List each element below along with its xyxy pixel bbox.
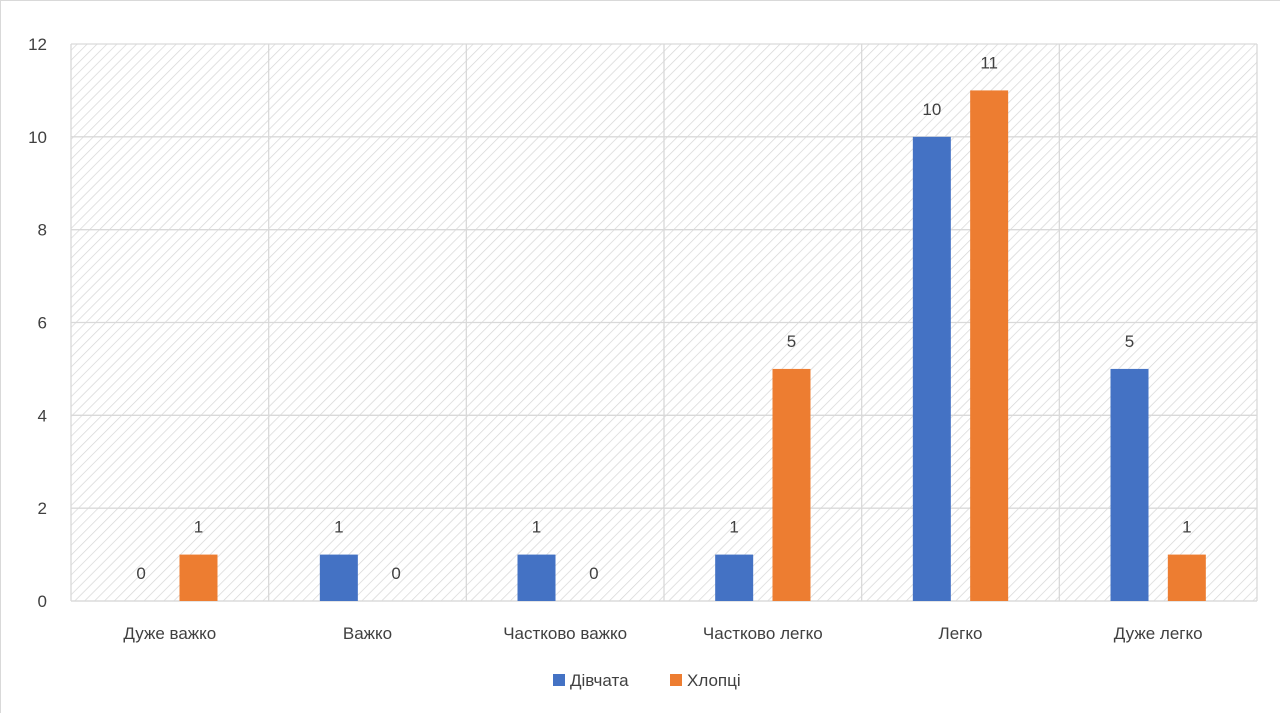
gridlines — [70, 43, 1258, 602]
y-tick-label: 0 — [38, 592, 47, 611]
data-label: 0 — [589, 564, 598, 583]
data-label: 10 — [922, 100, 941, 119]
data-label: 1 — [532, 518, 541, 537]
bar-series-1 — [1110, 368, 1149, 601]
y-tick-label: 6 — [38, 314, 47, 333]
bar-series-2 — [1167, 554, 1206, 601]
data-label: 5 — [1125, 332, 1134, 351]
data-label: 0 — [391, 564, 400, 583]
data-label: 1 — [729, 518, 738, 537]
legend-swatch — [553, 674, 565, 686]
legend-swatch — [670, 674, 682, 686]
data-label: 1 — [334, 518, 343, 537]
legend-label: Хлопці — [687, 671, 741, 690]
y-tick-label: 4 — [38, 406, 47, 425]
x-category-label: Дуже легко — [1114, 624, 1203, 643]
x-category-label: Частково важко — [503, 624, 627, 643]
x-category-label: Дуже важко — [123, 624, 216, 643]
bars — [179, 90, 1206, 602]
data-label: 5 — [787, 332, 796, 351]
data-label: 0 — [136, 564, 145, 583]
data-label: 11 — [980, 53, 998, 72]
data-label: 1 — [194, 518, 203, 537]
bar-series-1 — [319, 554, 358, 601]
bar-series-1 — [517, 554, 556, 601]
bar-series-2 — [179, 554, 218, 601]
y-tick-label: 2 — [38, 499, 47, 518]
x-category-label: Легко — [939, 624, 983, 643]
x-category-label: Частково легко — [703, 624, 823, 643]
x-category-label: Важко — [343, 624, 392, 643]
bar-series-1 — [715, 554, 754, 601]
y-tick-label: 12 — [28, 35, 47, 54]
bar-series-2 — [970, 90, 1009, 602]
y-tick-label: 10 — [28, 128, 47, 147]
y-tick-label: 8 — [38, 221, 47, 240]
bar-series-2 — [772, 368, 811, 601]
legend-label: Дівчата — [570, 671, 629, 690]
bar-series-1 — [912, 136, 951, 602]
data-label: 1 — [1182, 518, 1191, 537]
legend: Дівчата Хлопці — [553, 671, 741, 690]
